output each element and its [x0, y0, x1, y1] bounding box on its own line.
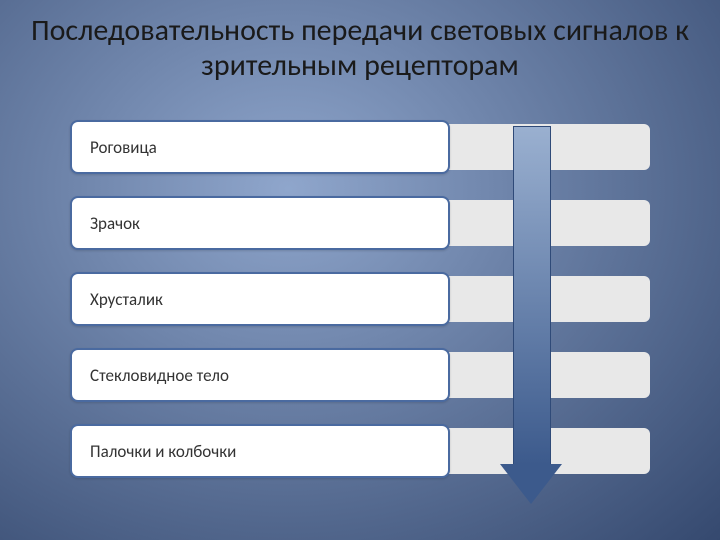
- sequence-label: Стекловидное тело: [90, 365, 229, 386]
- sequence-label: Зрачок: [90, 213, 140, 234]
- sequence-row: Стекловидное тело: [70, 348, 650, 402]
- sequence-label: Хрусталик: [90, 289, 163, 310]
- sequence-label: Палочки и колбочки: [90, 441, 236, 462]
- arrow-shaft: [513, 126, 551, 465]
- sequence-label: Роговица: [90, 137, 157, 158]
- sequence-row: Палочки и колбочки: [70, 424, 650, 478]
- slide-root: Последовательность передачи световых сиг…: [0, 0, 720, 540]
- arrow-head: [500, 464, 562, 504]
- sequence-pill: Хрусталик: [70, 272, 450, 326]
- sequence-row: Зрачок: [70, 196, 650, 250]
- slide-title: Последовательность передачи световых сиг…: [0, 0, 720, 83]
- sequence-row: Роговица: [70, 120, 650, 174]
- sequence-pill: Зрачок: [70, 196, 450, 250]
- sequence-pill: Палочки и колбочки: [70, 424, 450, 478]
- sequence-list: Роговица Зрачок Хрусталик Стекловидное т…: [70, 120, 650, 500]
- sequence-pill: Роговица: [70, 120, 450, 174]
- sequence-pill: Стекловидное тело: [70, 348, 450, 402]
- sequence-row: Хрусталик: [70, 272, 650, 326]
